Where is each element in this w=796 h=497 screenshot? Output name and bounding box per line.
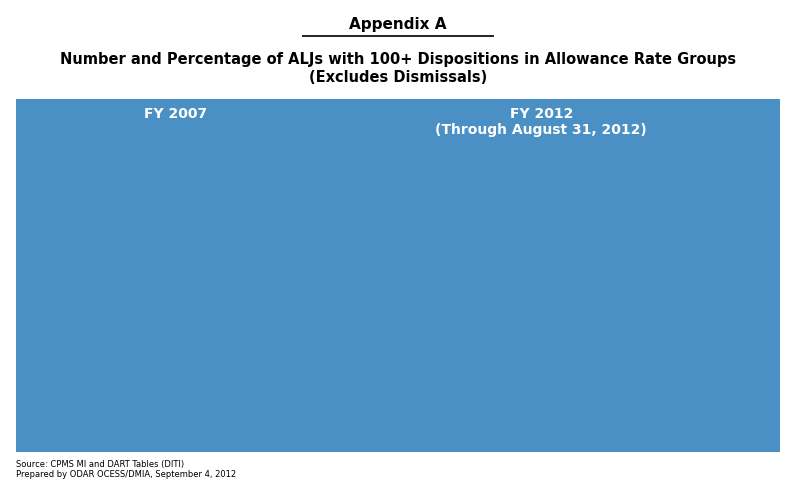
- Legend: 0 to 20%, 85 to 100%, Other%: 0 to 20%, 85 to 100%, Other%: [90, 410, 308, 428]
- Wedge shape: [84, 153, 314, 384]
- Text: FY 2007: FY 2007: [143, 107, 207, 121]
- Wedge shape: [474, 153, 704, 384]
- Text: 12
0.8%: 12 0.8%: [633, 289, 665, 317]
- Text: Source: CPMS MI and DART Tables (DITI)
Prepared by ODAR OCESS/DMIA, September 4,: Source: CPMS MI and DART Tables (DITI) P…: [16, 460, 236, 479]
- Wedge shape: [80, 142, 190, 257]
- Text: 68
4.6%: 68 4.6%: [503, 283, 537, 311]
- Text: Appendix A: Appendix A: [349, 17, 447, 32]
- Text: 7
0.6%: 7 0.6%: [252, 298, 284, 326]
- Wedge shape: [194, 147, 199, 262]
- Text: 1,393
94.6%: 1,393 94.6%: [617, 213, 658, 241]
- Text: FY 2012
(Through August 31, 2012): FY 2012 (Through August 31, 2012): [435, 107, 647, 137]
- Wedge shape: [548, 140, 587, 255]
- Text: 883
79.8%: 883 79.8%: [239, 211, 279, 239]
- Legend: 0 to 20%, 85 to 100%, Other%: 0 to 20%, 85 to 100%, Other%: [480, 410, 698, 428]
- Text: Number and Percentage of ALJs with 100+ Dispositions in Allowance Rate Groups
(E: Number and Percentage of ALJs with 100+ …: [60, 52, 736, 84]
- Text: 217
19.6%: 217 19.6%: [98, 252, 139, 280]
- Wedge shape: [583, 147, 589, 262]
